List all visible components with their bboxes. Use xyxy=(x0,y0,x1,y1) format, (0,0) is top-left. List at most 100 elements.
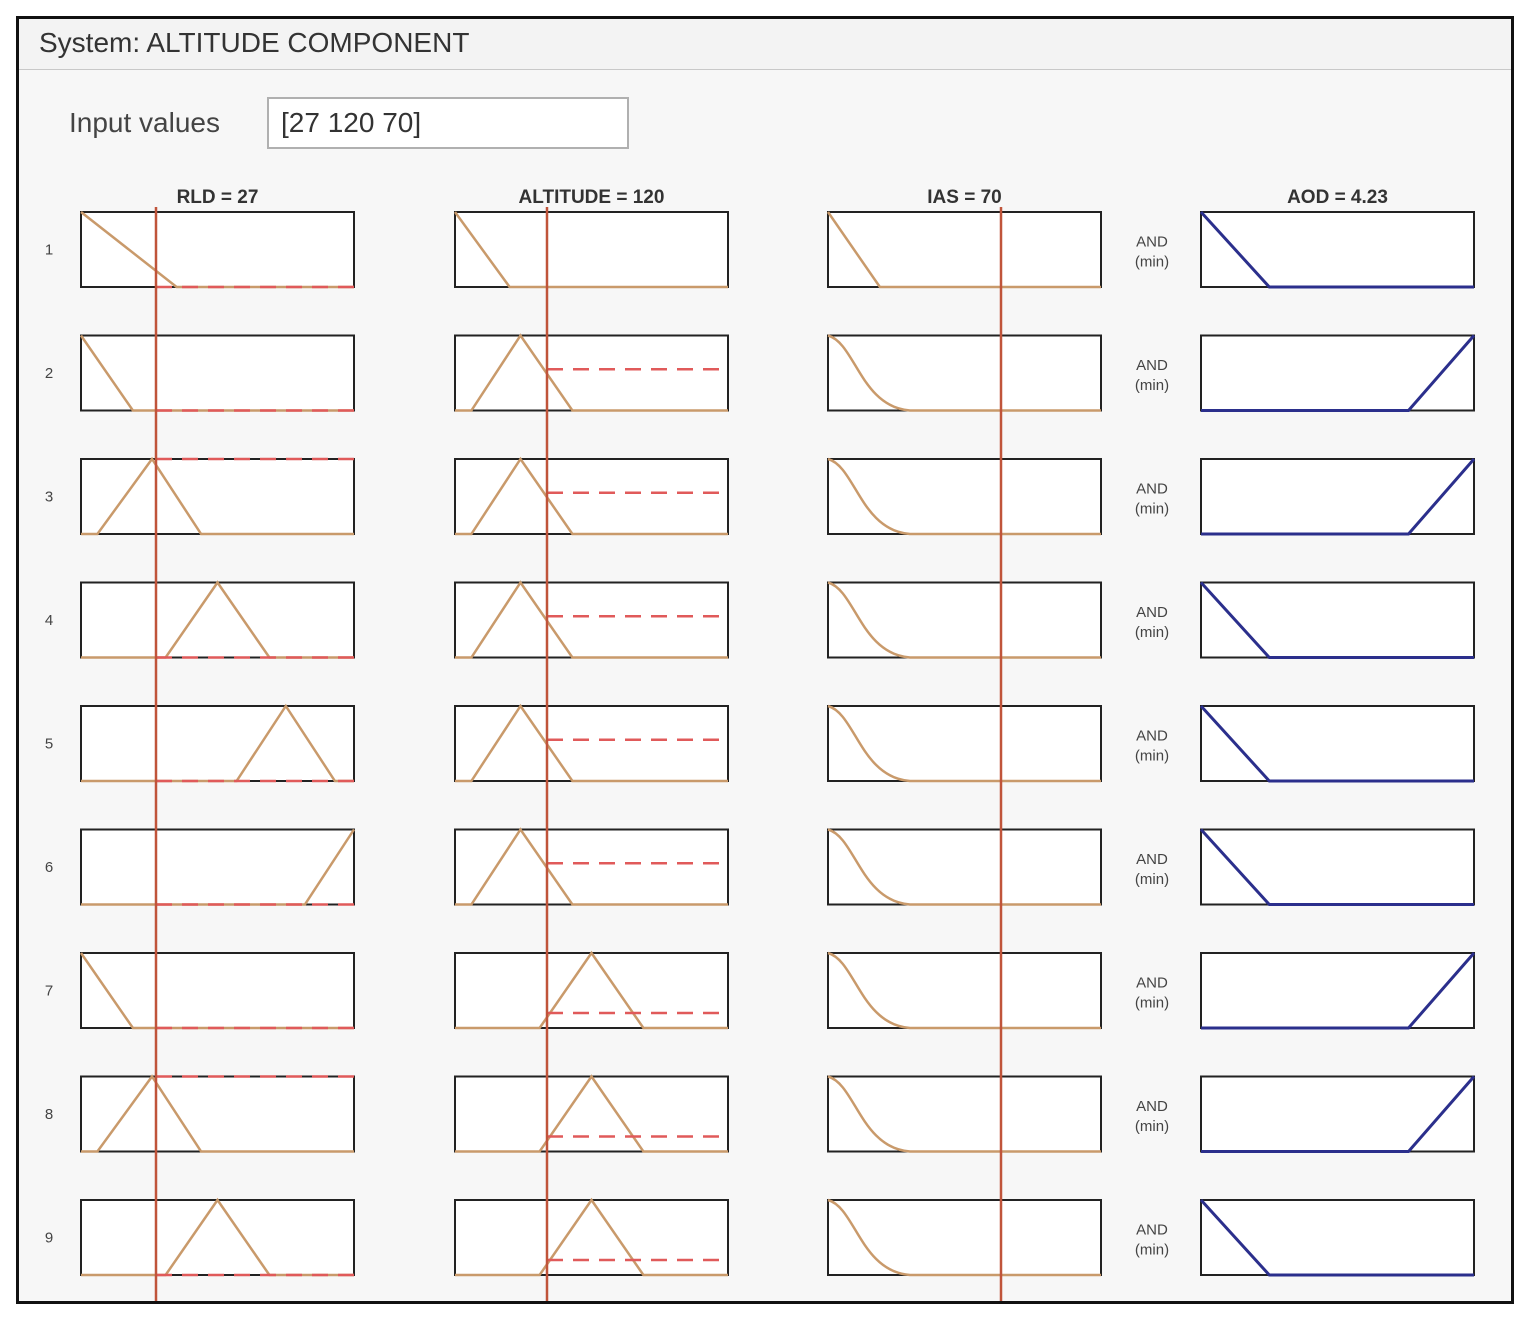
altitude-mf-curve xyxy=(455,456,728,536)
ias-mf-box[interactable] xyxy=(827,581,1102,659)
rld-mf-box[interactable] xyxy=(80,1199,355,1276)
ias-mf-curve xyxy=(827,1198,1101,1277)
altitude-mf-curve xyxy=(455,1197,728,1277)
ias-mf-box[interactable] xyxy=(827,1075,1102,1153)
aod-mf-box[interactable] xyxy=(1200,1075,1475,1153)
ias-mf-box[interactable] xyxy=(827,705,1102,782)
rule-number: 8 xyxy=(45,1106,53,1123)
ias-mf-curve xyxy=(827,1075,1101,1153)
input-values-field[interactable] xyxy=(267,97,629,149)
and-operator-label: AND xyxy=(1136,357,1168,374)
altitude-mf-box[interactable] xyxy=(454,581,729,659)
min-operator-label: (min) xyxy=(1135,1242,1169,1259)
altitude-mf-curve xyxy=(455,950,728,1030)
aod-mf-box[interactable] xyxy=(1200,211,1475,288)
ias-mf-box[interactable] xyxy=(827,211,1102,288)
aod-mf-curve xyxy=(1201,952,1476,1030)
rld-mf-box[interactable] xyxy=(80,1075,355,1153)
aod-mf-curve xyxy=(1199,828,1474,906)
rule-number: 3 xyxy=(45,489,53,506)
aod-mf-box[interactable] xyxy=(1200,581,1475,659)
rld-mf-box[interactable] xyxy=(80,334,355,412)
and-operator-label: AND xyxy=(1136,234,1168,251)
altitude-mf-curve xyxy=(455,827,728,906)
rule-number: 2 xyxy=(45,365,53,382)
ias-mf-box[interactable] xyxy=(827,334,1102,412)
aod-mf-curve xyxy=(1199,210,1474,289)
min-operator-label: (min) xyxy=(1135,501,1169,518)
min-operator-label: (min) xyxy=(1135,748,1169,765)
aod-mf-box[interactable] xyxy=(1200,1199,1475,1276)
altitude-mf-curve xyxy=(455,703,728,783)
min-operator-label: (min) xyxy=(1135,377,1169,394)
and-operator-label: AND xyxy=(1136,851,1168,868)
rule-number: 4 xyxy=(45,612,53,629)
aod-mf-box[interactable] xyxy=(1200,458,1475,535)
aod-mf-curve xyxy=(1199,704,1474,783)
ias-mf-box[interactable] xyxy=(827,952,1102,1029)
ias-mf-box[interactable] xyxy=(827,458,1102,535)
ias-mf-curve xyxy=(827,457,1101,536)
rld-mf-box[interactable] xyxy=(80,952,355,1029)
rules-plot-area: RLD = 27 ALTITUDE = 120 IAS = 70 AOD = 4.23… xyxy=(45,187,1476,1301)
min-operator-label: (min) xyxy=(1135,995,1169,1012)
column-header-ias: IAS = 70 xyxy=(927,187,1001,208)
rld-mf-box[interactable] xyxy=(80,211,355,288)
altitude-mf-box[interactable] xyxy=(454,334,729,412)
and-operator-label: AND xyxy=(1136,975,1168,992)
altitude-mf-curve xyxy=(453,211,728,289)
aod-mf-curve xyxy=(1199,581,1474,659)
and-operator-label: AND xyxy=(1136,1098,1168,1115)
aod-mf-box[interactable] xyxy=(1200,334,1475,412)
column-header-aod: AOD = 4.23 xyxy=(1287,187,1388,208)
ias-mf-curve xyxy=(826,211,1101,289)
altitude-mf-curve xyxy=(455,1074,728,1153)
altitude-mf-curve xyxy=(455,333,728,412)
rld-mf-box[interactable] xyxy=(80,705,355,782)
and-operator-label: AND xyxy=(1136,1222,1168,1239)
ias-mf-curve xyxy=(827,828,1101,906)
column-header-rld: RLD = 27 xyxy=(177,187,259,208)
rld-mf-box[interactable] xyxy=(80,581,355,659)
ias-mf-curve xyxy=(827,581,1101,659)
aod-mf-curve xyxy=(1201,458,1476,536)
rule-number: 1 xyxy=(45,242,53,259)
min-operator-label: (min) xyxy=(1135,871,1169,888)
title-bar: System: ALTITUDE COMPONENT xyxy=(19,19,1511,70)
ias-mf-curve xyxy=(827,951,1101,1030)
altitude-mf-box[interactable] xyxy=(454,1199,729,1276)
rld-mf-curve xyxy=(79,334,354,412)
rld-mf-curve xyxy=(81,1074,354,1153)
ias-mf-box[interactable] xyxy=(827,1199,1102,1276)
altitude-mf-curve xyxy=(455,580,728,659)
min-operator-label: (min) xyxy=(1135,1118,1169,1135)
rule-number: 7 xyxy=(45,983,53,1000)
rule-number: 9 xyxy=(45,1230,53,1247)
aod-mf-curve xyxy=(1201,1075,1476,1153)
and-operator-label: AND xyxy=(1136,728,1168,745)
column-header-altitude: ALTITUDE = 120 xyxy=(519,187,665,208)
rule-number: 5 xyxy=(45,736,53,753)
rld-mf-curve xyxy=(81,456,354,536)
ias-mf-curve xyxy=(827,704,1101,783)
rule-viewer-window: System: ALTITUDE COMPONENT Input values … xyxy=(16,16,1514,1304)
rld-mf-box[interactable] xyxy=(80,458,355,535)
altitude-mf-box[interactable] xyxy=(454,458,729,535)
input-values-label: Input values xyxy=(69,107,220,138)
min-operator-label: (min) xyxy=(1135,624,1169,641)
min-operator-label: (min) xyxy=(1135,254,1169,271)
altitude-mf-box[interactable] xyxy=(454,1075,729,1153)
aod-mf-box[interactable] xyxy=(1200,952,1475,1029)
and-operator-label: AND xyxy=(1136,604,1168,621)
altitude-mf-box[interactable] xyxy=(454,952,729,1029)
altitude-mf-box[interactable] xyxy=(454,211,729,288)
aod-mf-box[interactable] xyxy=(1200,828,1475,906)
rld-mf-curve xyxy=(79,952,354,1030)
ias-mf-curve xyxy=(827,334,1101,412)
ias-mf-box[interactable] xyxy=(827,828,1102,906)
aod-mf-curve xyxy=(1201,334,1476,412)
aod-mf-box[interactable] xyxy=(1200,705,1475,782)
and-operator-label: AND xyxy=(1136,481,1168,498)
aod-mf-curve xyxy=(1199,1198,1474,1277)
rule-number: 6 xyxy=(45,859,53,876)
